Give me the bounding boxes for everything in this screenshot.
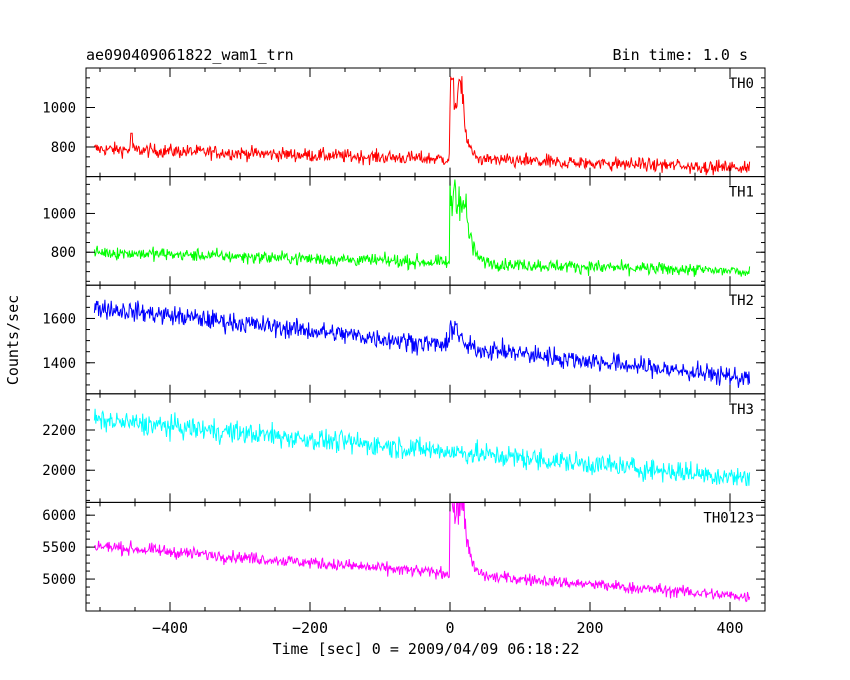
bin-time-label: Bin time: 1.0 s — [613, 46, 748, 64]
y-tick-label: 1400 — [42, 356, 76, 372]
y-tick-label: 800 — [51, 140, 76, 156]
panel-th0: 800 1000 TH0 — [42, 67, 766, 178]
series-line-th0 — [93, 76, 751, 176]
y-tick-label: 2200 — [42, 423, 76, 439]
y-axis-label: Counts/sec — [4, 295, 22, 385]
panel-th2: 1400 1600 TH2 — [42, 284, 766, 395]
x-tick-label: −400 — [152, 619, 188, 637]
x-tick-label: 200 — [576, 619, 603, 637]
y-tick-label: 1600 — [42, 311, 76, 327]
panel-label: TH2 — [729, 293, 754, 309]
series-line-th2 — [93, 299, 751, 388]
x-tick-label: −200 — [292, 619, 328, 637]
panel-label: TH0 — [729, 76, 754, 92]
y-tick-label: 6000 — [42, 508, 76, 524]
y-tick-label: 1000 — [42, 206, 76, 222]
panels-group: 800 1000 TH0 800 1000 TH1 1400 1600 TH2 2000 2200 T… — [42, 67, 766, 612]
panel-th0123: 5000 5500 6000 TH0123 — [42, 501, 766, 612]
x-axis-labels: −400 −200 0 200 400 — [152, 619, 744, 637]
chart-title: ae090409061822_wam1_trn — [86, 46, 294, 64]
panel-label: TH3 — [729, 402, 754, 418]
x-axis-label: Time [sec] 0 = 2009/04/09 06:18:22 — [272, 640, 579, 658]
series-line-th1 — [93, 177, 751, 277]
series-line-th3 — [93, 408, 751, 487]
y-tick-label: 2000 — [42, 463, 76, 479]
x-tick-label: 0 — [445, 619, 454, 637]
panel-label: TH1 — [729, 185, 754, 201]
series-line-th0123 — [93, 502, 751, 603]
y-tick-label: 1000 — [42, 100, 76, 116]
y-tick-label: 5500 — [42, 540, 76, 556]
y-tick-label: 5000 — [42, 572, 76, 588]
panel-frame — [85, 501, 766, 612]
panel-th3: 2000 2200 TH3 — [42, 393, 766, 503]
panel-th1: 800 1000 TH1 — [42, 176, 766, 286]
y-tick-label: 800 — [51, 245, 76, 261]
x-tick-label: 400 — [716, 619, 743, 637]
panel-label: TH0123 — [703, 510, 754, 526]
